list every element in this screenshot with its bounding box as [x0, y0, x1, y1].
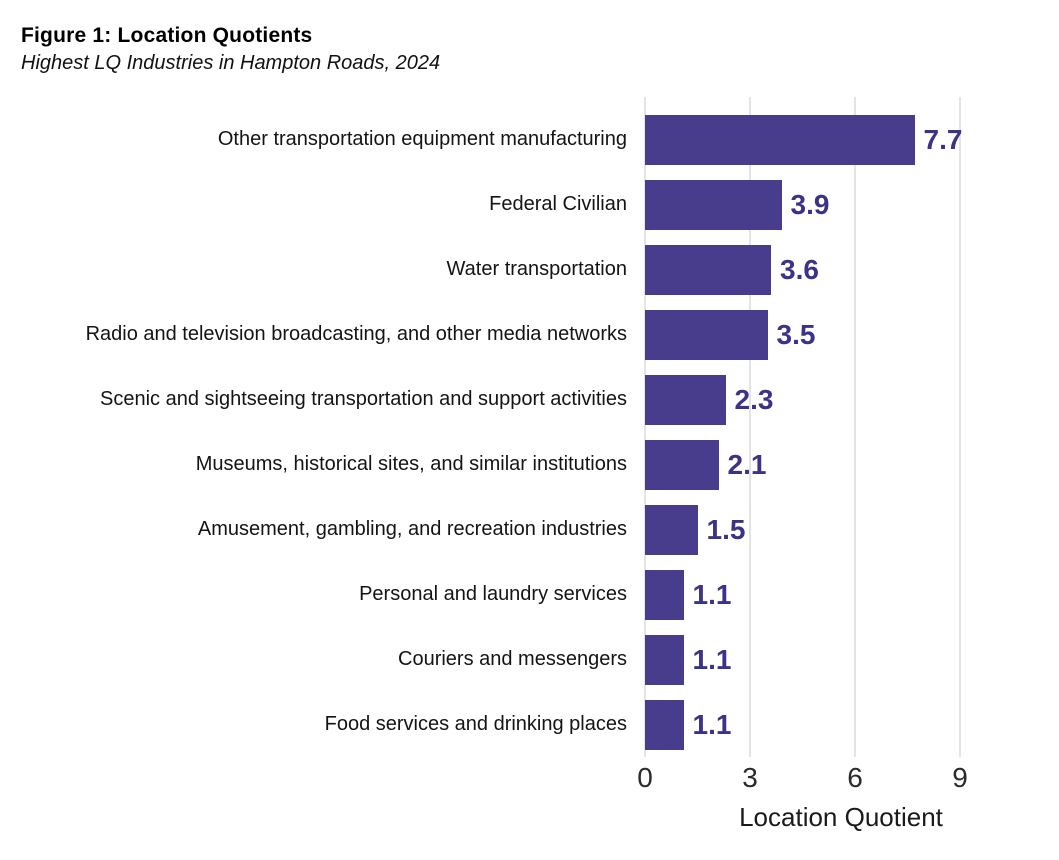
value-label: 3.6	[780, 253, 819, 285]
x-axis-ticks: 0 3 6 9	[637, 762, 1059, 796]
bar	[645, 309, 768, 360]
value-label: 1.1	[692, 643, 732, 675]
bar-row: Radio and television broadcasting, and o…	[0, 302, 1059, 367]
bar	[645, 374, 726, 425]
value-label: 3.5	[776, 318, 816, 350]
gridline	[644, 97, 646, 757]
bar-chart-rows: Other transportation equipment manufactu…	[0, 107, 1059, 757]
bar-track: 1.5	[645, 497, 1059, 562]
bar-track: 3.5	[645, 302, 1059, 367]
value-label: 1.1	[692, 578, 732, 610]
bar-track: 1.1	[645, 692, 1059, 757]
value-label: 2.1	[727, 448, 767, 480]
category-label: Food services and drinking places	[324, 713, 627, 735]
bar-row: Couriers and messengers 1.1	[0, 627, 1059, 692]
bar-track: 3.9	[645, 172, 1059, 237]
category-label: Amusement, gambling, and recreation indu…	[197, 518, 627, 540]
value-label: 1.5	[706, 513, 746, 545]
value-label: 1.1	[692, 708, 732, 740]
category-label: Radio and television broadcasting, and o…	[85, 323, 627, 345]
category-label: Scenic and sightseeing transportation an…	[100, 388, 627, 410]
value-label: 3.9	[790, 188, 830, 220]
x-tick-label: 3	[742, 762, 758, 793]
value-label: 2.3	[734, 383, 774, 415]
bar	[645, 439, 719, 490]
figure-title: Figure 1: Location Quotients	[21, 24, 313, 47]
bar-row: Food services and drinking places 1.1	[0, 692, 1059, 757]
x-tick-label: 9	[952, 762, 968, 793]
bar-row: Other transportation equipment manufactu…	[0, 107, 1059, 172]
bar	[645, 699, 684, 750]
plot-area	[644, 97, 1059, 757]
bar-row: Personal and laundry services 1.1	[0, 562, 1059, 627]
x-tick-label: 6	[847, 762, 863, 793]
bar-track: 2.3	[645, 367, 1059, 432]
bar	[645, 114, 915, 165]
bar-track: 7.7	[645, 107, 1059, 172]
bar	[645, 244, 771, 295]
bar	[645, 179, 782, 230]
gridline	[854, 97, 856, 757]
bar-row: Amusement, gambling, and recreation indu…	[0, 497, 1059, 562]
x-axis-title: Location Quotient	[739, 802, 943, 832]
category-label: Museums, historical sites, and similar i…	[195, 453, 627, 475]
value-label: 7.7	[923, 123, 963, 155]
gridline	[749, 97, 751, 757]
bar	[645, 504, 698, 555]
category-label: Personal and laundry services	[359, 583, 627, 605]
category-label: Couriers and messengers	[398, 648, 627, 670]
bar-row: Federal Civilian 3.9	[0, 172, 1059, 237]
bar-track: 3.6	[645, 237, 1059, 302]
figure-subtitle: Highest LQ Industries in Hampton Roads, …	[21, 52, 441, 74]
bar	[645, 569, 684, 620]
gridline	[959, 97, 961, 757]
bar-track: 1.1	[645, 627, 1059, 692]
bar-track: 2.1	[645, 432, 1059, 497]
category-label: Other transportation equipment manufactu…	[217, 128, 627, 150]
bar-row: Water transportation 3.6	[0, 237, 1059, 302]
bar	[645, 634, 684, 685]
bar-row: Scenic and sightseeing transportation an…	[0, 367, 1059, 432]
category-label: Federal Civilian	[489, 193, 627, 215]
figure-header: Figure 1: Location Quotients Highest LQ …	[21, 24, 440, 75]
x-tick-label: 0	[637, 762, 653, 793]
category-label: Water transportation	[446, 258, 627, 280]
bar-row: Museums, historical sites, and similar i…	[0, 432, 1059, 497]
bar-track: 1.1	[645, 562, 1059, 627]
